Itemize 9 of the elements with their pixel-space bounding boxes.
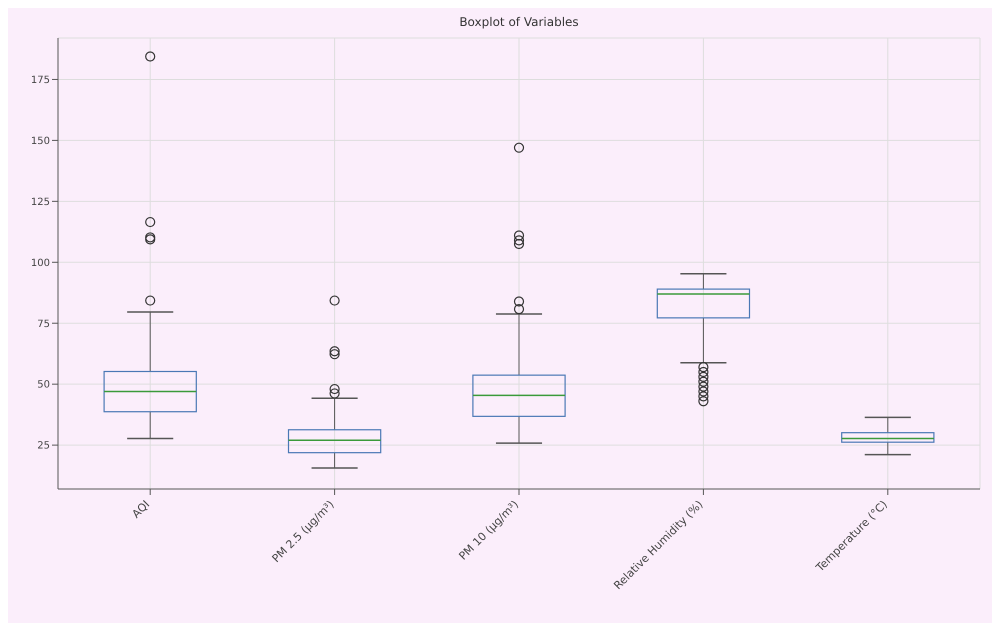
y-tick-label: 25 — [37, 440, 50, 452]
chart-title: Boxplot of Variables — [459, 15, 579, 29]
y-tick-label: 50 — [37, 380, 50, 391]
y-tick-label: 75 — [37, 318, 50, 330]
x-tick-label: AQI — [130, 498, 152, 521]
y-tick-label: 175 — [30, 74, 50, 86]
y-tick-label: 150 — [30, 136, 50, 147]
y-tick-label: 100 — [30, 258, 50, 269]
y-tick-label: 125 — [30, 196, 50, 208]
